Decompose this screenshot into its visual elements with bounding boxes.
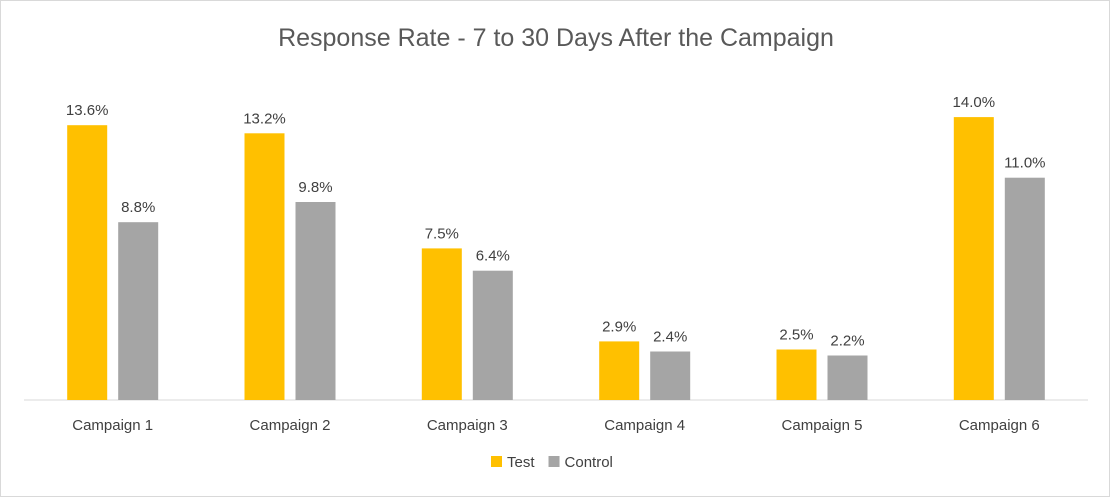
bar-control-3 xyxy=(472,270,513,400)
bar-control-5 xyxy=(827,355,868,400)
legend-label-test: Test xyxy=(507,454,535,471)
legend-swatch-test xyxy=(491,456,502,467)
data-label-test-4: 2.9% xyxy=(602,318,636,335)
legend-label-control: Control xyxy=(565,454,613,471)
x-tick-label-1: Campaign 1 xyxy=(72,417,153,434)
data-label-test-5: 2.5% xyxy=(779,327,813,344)
data-label-control-5: 2.2% xyxy=(830,333,864,350)
bar-test-2 xyxy=(244,133,285,401)
bar-control-1 xyxy=(118,222,159,400)
data-label-control-4: 2.4% xyxy=(653,329,687,346)
x-tick-label-4: Campaign 4 xyxy=(604,417,685,434)
x-tick-label-2: Campaign 2 xyxy=(250,417,331,434)
data-label-test-6: 14.0% xyxy=(953,94,996,111)
data-label-control-2: 9.8% xyxy=(298,179,332,196)
bar-control-4 xyxy=(650,351,691,400)
bar-control-2 xyxy=(295,202,336,400)
data-label-control-3: 6.4% xyxy=(476,248,510,265)
x-tick-label-3: Campaign 3 xyxy=(427,417,508,434)
bar-control-6 xyxy=(1004,177,1045,400)
data-label-test-3: 7.5% xyxy=(425,225,459,242)
bar-test-3 xyxy=(421,248,462,400)
legend-swatch-control xyxy=(548,456,560,467)
data-label-control-6: 11.0% xyxy=(1004,155,1045,172)
data-label-test-2: 13.2% xyxy=(243,110,286,127)
data-label-test-1: 13.6% xyxy=(66,102,109,119)
bar-test-4 xyxy=(599,341,640,400)
data-labels-group: 13.6% 8.8% 13.2% 9.8% 7.5% 6.4% 2.9% 2.4% 2.5% 2.… xyxy=(66,94,1046,349)
bar-test-5 xyxy=(776,349,817,400)
x-tick-label-5: Campaign 5 xyxy=(782,417,863,434)
legend: Test Control xyxy=(491,454,613,471)
bars-group xyxy=(67,117,1045,401)
bar-test-1 xyxy=(67,125,108,400)
chart-title: Response Rate - 7 to 30 Days After the C… xyxy=(278,24,834,52)
x-tick-label-6: Campaign 6 xyxy=(959,417,1040,434)
bar-test-6 xyxy=(953,117,994,400)
data-label-control-1: 8.8% xyxy=(121,199,155,216)
x-tick-labels-group: Campaign 1 Campaign 2 Campaign 3 Campaign 4… xyxy=(72,417,1039,434)
